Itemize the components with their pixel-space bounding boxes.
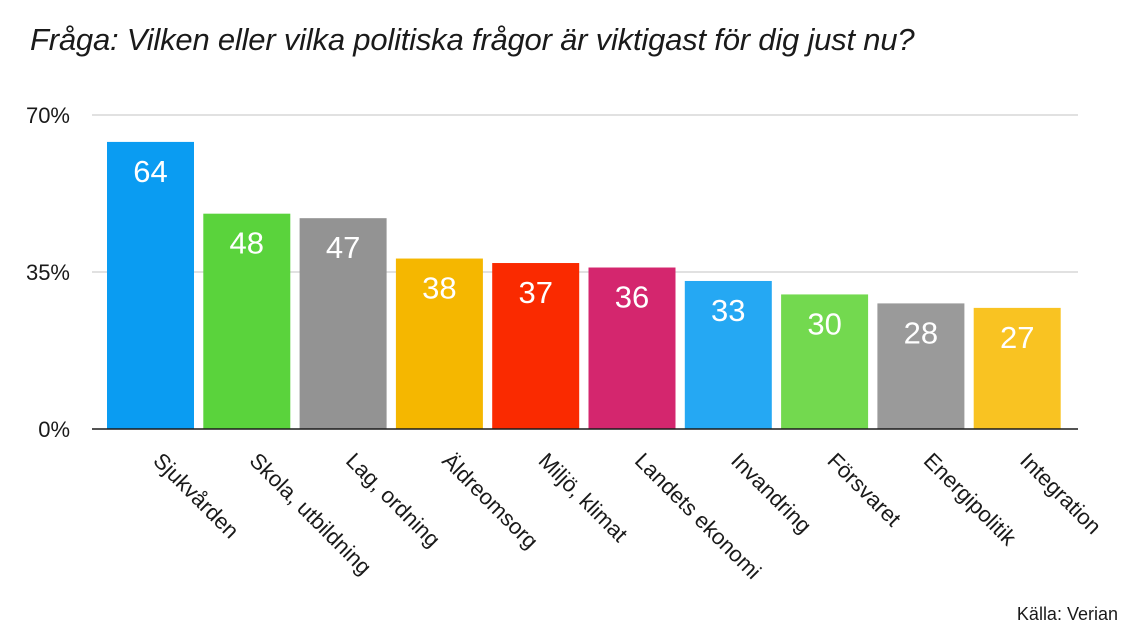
data-label: 28	[904, 315, 938, 350]
data-label: 36	[615, 280, 649, 315]
y-tick-label: 70%	[26, 103, 70, 128]
chart-title: Fråga: Vilken eller vilka politiska fråg…	[30, 22, 915, 57]
bar	[299, 218, 387, 429]
data-label: 48	[230, 226, 264, 261]
bar	[492, 263, 580, 429]
data-label: 37	[518, 275, 552, 310]
data-label: 33	[711, 293, 745, 328]
data-label: 64	[133, 154, 167, 189]
y-tick-label: 0%	[38, 417, 70, 442]
x-tick-label: Försvaret	[823, 448, 906, 531]
x-tick-label: Integration	[1015, 448, 1106, 539]
bar	[588, 267, 676, 429]
x-tick-label: Lag, ordning	[341, 448, 445, 552]
bars	[107, 141, 1061, 429]
x-tick-label: Invandring	[726, 448, 816, 538]
x-tick-label: Miljö, klimat	[534, 448, 633, 547]
bar	[877, 303, 965, 429]
bar	[781, 294, 869, 429]
data-label: 30	[807, 306, 841, 341]
bar	[395, 258, 483, 429]
y-tick-label: 35%	[26, 260, 70, 285]
source-note: Källa: Verian	[1016, 604, 1118, 624]
bar	[684, 280, 772, 429]
bar	[203, 213, 291, 429]
data-label: 47	[326, 230, 360, 265]
data-label: 38	[422, 271, 456, 306]
x-tick-label: Sjukvården	[148, 448, 244, 544]
data-label: 27	[1000, 320, 1034, 355]
bar	[107, 141, 194, 429]
bar	[973, 307, 1061, 429]
x-tick-label: Äldreomsorg	[437, 448, 543, 554]
x-tick-label: Energipolitik	[919, 448, 1022, 551]
